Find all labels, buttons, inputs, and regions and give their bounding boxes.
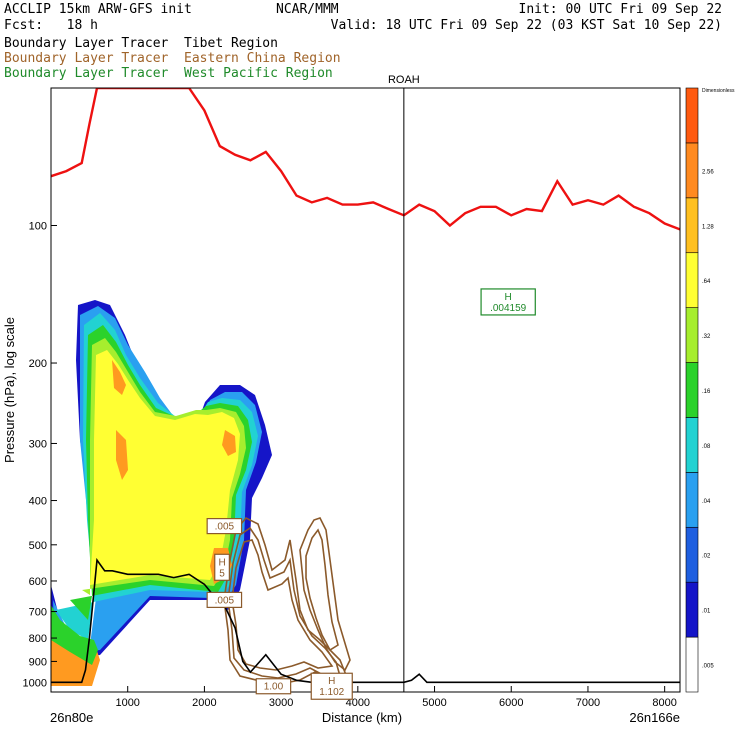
annotation-2: .005 <box>206 591 243 608</box>
y-tick-label-1: 200 <box>29 358 47 370</box>
tracer-shading <box>51 300 272 686</box>
colorbar-swatch-0 <box>685 636 699 693</box>
y-tick-label-9: 1000 <box>23 677 47 689</box>
y-tick-label-8: 900 <box>29 656 47 668</box>
x-axis-title: Distance (km) <box>322 710 402 725</box>
x-tick-label-3: 4000 <box>346 697 370 709</box>
x-axis: 1000 2000 3000 4000 5000 6000 7000 8000 <box>115 686 677 709</box>
colorbar-label-5: .16 <box>702 389 711 395</box>
colorbar-swatch-6 <box>685 307 699 363</box>
y-axis: 100 200 300 400 500 600 700 800 900 1000 <box>23 221 57 689</box>
legend-west-pacific: Boundary Layer Tracer West Pacific Regio… <box>4 66 333 81</box>
valid-time: Valid: 18 UTC Fri 09 Sep 22 (03 KST Sat … <box>330 18 722 33</box>
colorbar-swatch-2 <box>685 526 699 583</box>
annotation-text-3-0: H <box>328 676 335 687</box>
legend-tibet: Boundary Layer Tracer Tibet Region <box>4 36 278 51</box>
colorbar-label-6: .32 <box>702 334 711 340</box>
contour-3 <box>231 539 334 671</box>
colorbar-label-0: .005 <box>702 664 714 670</box>
tropopause-line <box>51 88 680 231</box>
x-tick-label-6: 7000 <box>576 697 600 709</box>
colorbar-label-4: .08 <box>702 444 711 450</box>
y-tick-label-6: 700 <box>29 607 47 619</box>
x-tick-label-1: 2000 <box>192 697 216 709</box>
tracer-bottom-level-04 <box>51 605 98 665</box>
y-tick-label-2: 300 <box>29 438 47 450</box>
colorbar-swatch-3 <box>685 472 699 528</box>
forecast-hour: Fcst: 18 h <box>4 18 98 33</box>
colorbar-swatch-8 <box>685 197 699 254</box>
colorbar-swatch-9 <box>685 142 699 199</box>
org-label: NCAR/MMM <box>276 2 339 17</box>
annotation-text-4-0: 1.00 <box>264 682 284 693</box>
annotation-1: .005 <box>206 517 243 535</box>
y-tick-label-3: 400 <box>29 496 47 508</box>
x-tick-label-4: 5000 <box>422 697 446 709</box>
endpoint-left: 26n80e <box>50 710 93 725</box>
colorbar-swatch-1 <box>685 581 699 638</box>
model-title: ACCLIP 15km ARW-GFS init <box>4 2 192 17</box>
colorbar-label-3: .04 <box>702 499 711 505</box>
contour-4 <box>299 517 351 672</box>
x-tick-label-2: 3000 <box>269 697 293 709</box>
x-tick-label-5: 6000 <box>499 697 523 709</box>
legend-eastern-china: Boundary Layer Tracer Eastern China Regi… <box>4 51 341 66</box>
endpoint-right: 26n166e <box>629 710 680 725</box>
colorbar-swatch-7 <box>685 252 699 308</box>
annotation-4: 1.00 <box>255 678 292 695</box>
annotation-text-5-1: 5 <box>219 568 225 579</box>
y-tick-label-7: 800 <box>29 633 47 645</box>
annotation-text-3-1: 1.102 <box>319 687 344 698</box>
colorbar-label-2: .02 <box>702 554 711 560</box>
station-label: ROAH <box>388 74 420 86</box>
colorbar-label-9: 2.56 <box>702 169 714 175</box>
annotation-text-5-0: H <box>218 557 225 568</box>
contour-5 <box>305 528 339 652</box>
colorbar-label-1: .01 <box>702 609 711 615</box>
annotation-3: H1.102 <box>310 672 353 700</box>
annotation-text-2-0: .005 <box>215 595 235 606</box>
y-tick-label-4: 500 <box>29 540 47 552</box>
contour-2 <box>227 526 342 679</box>
colorbar-label-7: .64 <box>702 279 711 285</box>
x-tick-label-7: 8000 <box>652 697 676 709</box>
colorbar-swatch-10 <box>685 87 699 144</box>
annotation-text-0-0: H <box>505 292 512 303</box>
annotation-text-1-0: .005 <box>215 522 235 533</box>
colorbar: .005 .01 .02 .04 .08 .16 .32 .64 1.28 2.56 Dimensi… <box>685 87 735 693</box>
line-series <box>51 88 680 684</box>
y-tick-label-5: 600 <box>29 576 47 588</box>
plot-frame <box>50 87 681 693</box>
colorbar-swatch-4 <box>685 417 699 473</box>
tracer-level-06 <box>90 350 240 585</box>
colorbar-label-8: 1.28 <box>702 224 714 230</box>
annotation-0: H.004159 <box>480 288 536 316</box>
terrain-line <box>51 557 680 684</box>
y-axis-title: Pressure (hPa), log scale <box>2 317 17 463</box>
x-tick-label-0: 1000 <box>115 697 139 709</box>
init-time: Init: 00 UTC Fri 09 Sep 22 <box>518 2 723 17</box>
colorbar-swatch-5 <box>685 362 699 418</box>
annotation-5: H5 <box>214 553 230 581</box>
colorbar-label-10: Dimensionless <box>702 88 735 94</box>
annotation-text-0-1: .004159 <box>490 303 527 314</box>
y-tick-label-0: 100 <box>29 221 47 233</box>
